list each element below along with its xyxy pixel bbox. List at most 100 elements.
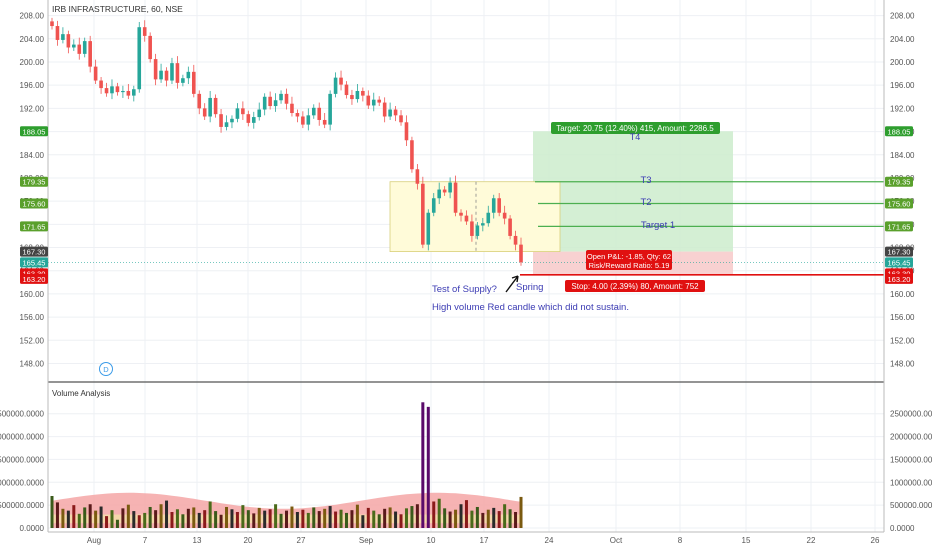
volume-bar — [159, 504, 163, 528]
price-badge-left[interactable] — [20, 221, 48, 232]
stop-label-box[interactable] — [565, 280, 705, 292]
price-badge-left-label: 188.05 — [23, 127, 46, 136]
target-label: Target: 20.75 (12.40%) 415, Amount: 2286… — [556, 124, 714, 133]
dividend-marker-circle[interactable] — [99, 362, 113, 376]
candle-body — [99, 80, 103, 89]
candle-body — [126, 90, 131, 96]
risk-reward-label: Risk/Reward Ratio: 5.19 — [589, 261, 670, 270]
price-badge-left[interactable] — [20, 176, 48, 187]
candle-body — [404, 122, 409, 141]
open-pl-box[interactable] — [586, 250, 672, 270]
spring-note[interactable]: Spring — [516, 282, 543, 293]
candle-body — [459, 212, 463, 216]
volume-indicator-title[interactable]: Volume Analysis — [52, 389, 110, 398]
candle-body — [333, 77, 338, 94]
volume-bar — [306, 512, 310, 528]
price-badge-right[interactable] — [885, 273, 913, 284]
volume-bar — [165, 500, 169, 528]
profit-zone[interactable] — [533, 131, 733, 252]
candle-body — [61, 34, 65, 40]
time-tick: 15 — [742, 536, 751, 545]
volume-axis-right[interactable]: 2500000.0000 2000000.0000 1500000.0000 1000… — [890, 410, 932, 533]
time-axis[interactable]: Aug 7 13 20 27 Sep 10 17 24 Oct 8 15 22 26 — [87, 536, 880, 545]
volume-bar — [246, 510, 250, 528]
price-badge-left[interactable] — [20, 126, 48, 137]
candle-body — [148, 35, 152, 60]
candle-body — [475, 225, 480, 236]
price-badge-right-label: 167.30 — [888, 248, 911, 257]
price-badge-right[interactable] — [885, 126, 913, 137]
volume-tick-left: 0.0000 — [20, 524, 45, 533]
volume-bar — [94, 510, 98, 528]
volume-bar — [225, 506, 229, 528]
price-badge-right-label: 163.20 — [888, 275, 911, 284]
price-badge-left-label: 163.30 — [23, 269, 46, 278]
candle-body — [361, 90, 365, 96]
volume-bar — [350, 510, 354, 528]
volume-bar — [121, 508, 125, 528]
volume-bar — [503, 504, 507, 528]
volume-bar — [154, 510, 158, 528]
price-axis-right[interactable]: 208.00204.00200.00196.00192.00188.00184.… — [890, 12, 915, 369]
volume-bar — [388, 507, 392, 528]
price-tick-left: 152.00 — [20, 336, 45, 345]
volume-tick-right: 500000.0000 — [890, 501, 932, 510]
price-axis-left[interactable]: 208.00204.00200.00196.00192.00188.00184.… — [20, 12, 45, 369]
volume-bar — [328, 506, 332, 528]
volume-bar — [115, 519, 119, 528]
volume-bar — [454, 509, 458, 528]
volume-note[interactable]: High volume Red candle which did not sus… — [432, 302, 629, 313]
candle-body — [219, 114, 223, 127]
target-label-box[interactable] — [551, 122, 720, 134]
candle-body — [508, 218, 512, 236]
time-grid — [93, 0, 876, 532]
volume-bar — [170, 512, 174, 528]
candle-body — [371, 99, 376, 106]
price-badge-right[interactable] — [885, 198, 913, 209]
volume-bar — [497, 511, 501, 528]
candle-body — [344, 84, 349, 96]
price-badge-right[interactable] — [885, 221, 913, 232]
candle-body — [153, 59, 158, 80]
candle-body — [399, 115, 403, 123]
time-tick: 10 — [427, 536, 436, 545]
price-badge-right-label: 179.35 — [888, 178, 911, 187]
price-tick-right: 184.00 — [890, 151, 915, 160]
volume-axis-left[interactable]: 2500000.0000 2000000.0000 1500000.0000 1000… — [0, 410, 45, 533]
volume-tick-left: 2500000.0000 — [0, 410, 45, 419]
candle-body — [279, 93, 283, 101]
volume-tick-right: 2000000.0000 — [890, 433, 932, 442]
volume-bar — [421, 402, 425, 528]
volume-tick-right: 0.0000 — [890, 524, 915, 533]
price-badge-left-label: 165.45 — [23, 258, 46, 267]
price-badge-right[interactable] — [885, 246, 913, 257]
volume-bar — [323, 508, 327, 528]
candle-body — [284, 93, 289, 104]
candle-body — [393, 109, 398, 116]
candle-body — [175, 63, 180, 83]
volume-bar — [126, 504, 130, 528]
candle-body — [431, 198, 436, 213]
t4-label: T4 — [630, 132, 641, 142]
volume-tick-right: 2500000.0000 — [890, 410, 932, 419]
volume-bar — [394, 511, 398, 528]
candle-body — [295, 113, 300, 117]
price-badge-left[interactable] — [20, 198, 48, 209]
time-tick: 8 — [678, 536, 683, 545]
price-badge-left[interactable] — [20, 246, 48, 257]
test-of-supply-note[interactable]: Test of Supply? — [432, 284, 497, 295]
price-badge-left[interactable] — [20, 273, 48, 284]
volume-bar — [399, 514, 403, 528]
volume-bar — [355, 504, 359, 528]
candle-body — [110, 86, 114, 94]
candle-body — [448, 182, 452, 193]
candle-body — [322, 119, 327, 125]
trading-range-box[interactable] — [389, 181, 561, 252]
volume-bar — [214, 511, 218, 528]
price-badge-left[interactable] — [20, 257, 48, 268]
t2-label: T2 — [640, 197, 651, 208]
price-badge-right[interactable] — [885, 176, 913, 187]
price-badge-right[interactable] — [885, 257, 913, 268]
